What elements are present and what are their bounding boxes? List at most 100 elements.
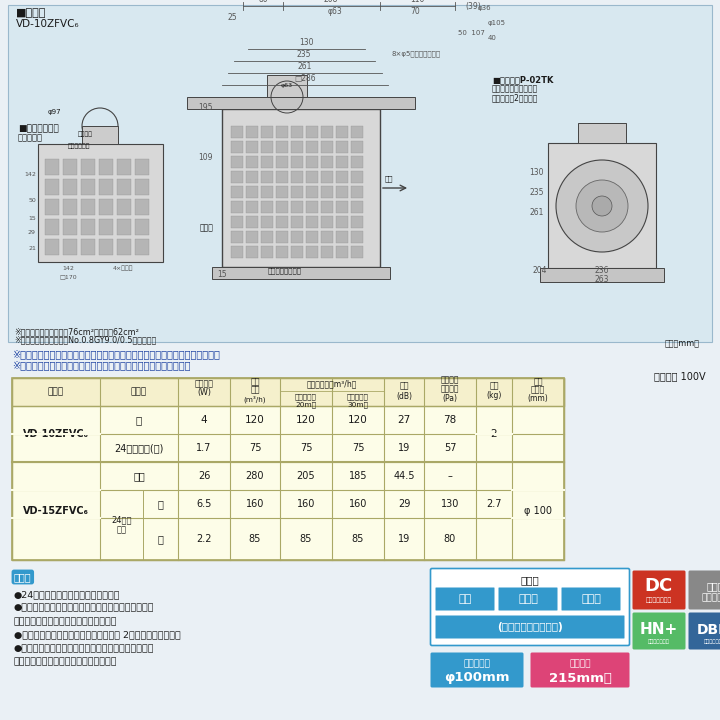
Text: (m³/h): (m³/h) — [244, 395, 266, 402]
Bar — [291, 231, 303, 243]
Bar — [81, 219, 95, 235]
Bar — [261, 201, 273, 213]
Bar — [578, 123, 626, 143]
Bar — [351, 216, 363, 228]
Bar — [12, 378, 564, 560]
Text: φ63: φ63 — [328, 7, 343, 16]
Text: 142: 142 — [24, 172, 36, 177]
Bar — [231, 126, 243, 138]
Text: ※浴室と他部屋で使用する場合は本体を浴室に据付けてください。: ※浴室と他部屋で使用する場合は本体を浴室に据付けてください。 — [12, 360, 191, 370]
Bar — [351, 201, 363, 213]
Text: ご注意: ご注意 — [14, 572, 32, 582]
Bar — [276, 246, 288, 258]
FancyBboxPatch shape — [498, 588, 557, 611]
Text: 騒音: 騒音 — [400, 382, 409, 390]
Text: 15: 15 — [28, 216, 36, 221]
FancyBboxPatch shape — [632, 570, 685, 610]
Text: 57: 57 — [444, 443, 456, 453]
Bar — [117, 199, 131, 215]
Bar — [117, 179, 131, 195]
Text: ※グリル開口面積は本体76cm²、副吸込62cm²: ※グリル開口面積は本体76cm²、副吸込62cm² — [14, 327, 139, 336]
Text: 19: 19 — [398, 534, 410, 544]
Text: 6.5: 6.5 — [197, 499, 212, 509]
Bar — [63, 199, 77, 215]
Text: 質量: 質量 — [490, 382, 499, 390]
Bar — [246, 216, 258, 228]
Bar — [291, 156, 303, 168]
Text: 接続パイプ: 接続パイプ — [464, 660, 490, 668]
Text: 副吸込: 副吸込 — [200, 223, 214, 232]
Text: 30m時: 30m時 — [348, 402, 369, 408]
Text: 電源コード穴位置: 電源コード穴位置 — [268, 267, 302, 274]
Text: 109: 109 — [199, 153, 213, 162]
Bar — [82, 126, 118, 144]
Text: パイプ長さ: パイプ長さ — [347, 394, 369, 400]
Bar — [63, 159, 77, 175]
Text: 2.2: 2.2 — [197, 534, 212, 544]
Bar — [12, 378, 564, 560]
Circle shape — [556, 160, 648, 252]
FancyBboxPatch shape — [562, 588, 621, 611]
Text: 定風量域: 定風量域 — [441, 376, 459, 384]
Bar — [231, 141, 243, 153]
Circle shape — [592, 196, 612, 216]
Bar — [267, 75, 307, 97]
Text: 120: 120 — [348, 415, 368, 425]
Text: VD-10ZFVC₆: VD-10ZFVC₆ — [16, 19, 80, 29]
Bar — [187, 97, 415, 109]
Text: 110: 110 — [410, 0, 424, 4]
Text: HN+: HN+ — [640, 623, 678, 637]
Text: 電源電圧 100V: 電源電圧 100V — [654, 371, 706, 381]
Text: ※グリル色調はマンセルNo.0.8GY9.0/0.5（近似色）: ※グリル色調はマンセルNo.0.8GY9.0/0.5（近似色） — [14, 335, 156, 344]
Text: (dB): (dB) — [396, 392, 412, 400]
Text: 204: 204 — [533, 266, 547, 275]
Bar — [135, 239, 149, 255]
Text: (39): (39) — [465, 1, 481, 11]
Bar — [99, 219, 113, 235]
Text: 2.7: 2.7 — [486, 499, 502, 509]
Text: 強: 強 — [136, 415, 142, 425]
Text: 75: 75 — [248, 443, 261, 453]
Bar — [99, 179, 113, 195]
Bar — [321, 231, 333, 243]
Bar — [276, 171, 288, 183]
Text: φ 100: φ 100 — [524, 506, 552, 516]
Text: φ36: φ36 — [478, 5, 492, 11]
Bar — [99, 159, 113, 175]
Text: （別売システム部材）: （別売システム部材） — [492, 84, 539, 93]
Text: 78: 78 — [444, 415, 456, 425]
Text: 4×据付穴: 4×据付穴 — [113, 266, 133, 271]
Bar — [306, 141, 318, 153]
Bar — [246, 231, 258, 243]
Bar — [321, 216, 333, 228]
Text: 120: 120 — [245, 415, 265, 425]
Text: ●電源投入後、羽根が動き始めるまでに 2秒程度かかります。: ●電源投入後、羽根が動き始めるまでに 2秒程度かかります。 — [14, 631, 181, 639]
Text: 208: 208 — [324, 0, 338, 4]
Bar — [306, 156, 318, 168]
Bar — [261, 156, 273, 168]
Text: 205: 205 — [297, 471, 315, 481]
Text: 急速: 急速 — [133, 471, 145, 481]
Text: 2: 2 — [491, 429, 498, 439]
Text: パイプ長さ: パイプ長さ — [295, 394, 317, 400]
Text: ダウンモーター: ダウンモーター — [646, 597, 672, 603]
Text: パッキン: パッキン — [78, 132, 93, 137]
Bar — [135, 159, 149, 175]
Text: 80: 80 — [444, 534, 456, 544]
Text: 26: 26 — [198, 471, 210, 481]
Text: ●定風量運転する場合は屋外フード＋ダクト圧損を定: ●定風量運転する場合は屋外フード＋ダクト圧損を定 — [14, 644, 155, 653]
Bar — [117, 159, 131, 175]
Text: 70: 70 — [410, 7, 420, 16]
Text: 浴室: 浴室 — [459, 594, 472, 604]
Text: 29: 29 — [28, 230, 36, 235]
Text: 261: 261 — [298, 62, 312, 71]
Text: ■副吸込グリル: ■副吸込グリル — [18, 124, 59, 133]
Bar — [246, 201, 258, 213]
Text: 風圧式: 風圧式 — [706, 581, 720, 591]
Text: φ100mm: φ100mm — [444, 672, 510, 685]
Bar — [276, 156, 288, 168]
Text: VD-10ZFVC₆: VD-10ZFVC₆ — [23, 429, 89, 439]
Text: 弱: 弱 — [158, 534, 163, 544]
Bar — [261, 216, 273, 228]
Bar — [45, 219, 59, 235]
